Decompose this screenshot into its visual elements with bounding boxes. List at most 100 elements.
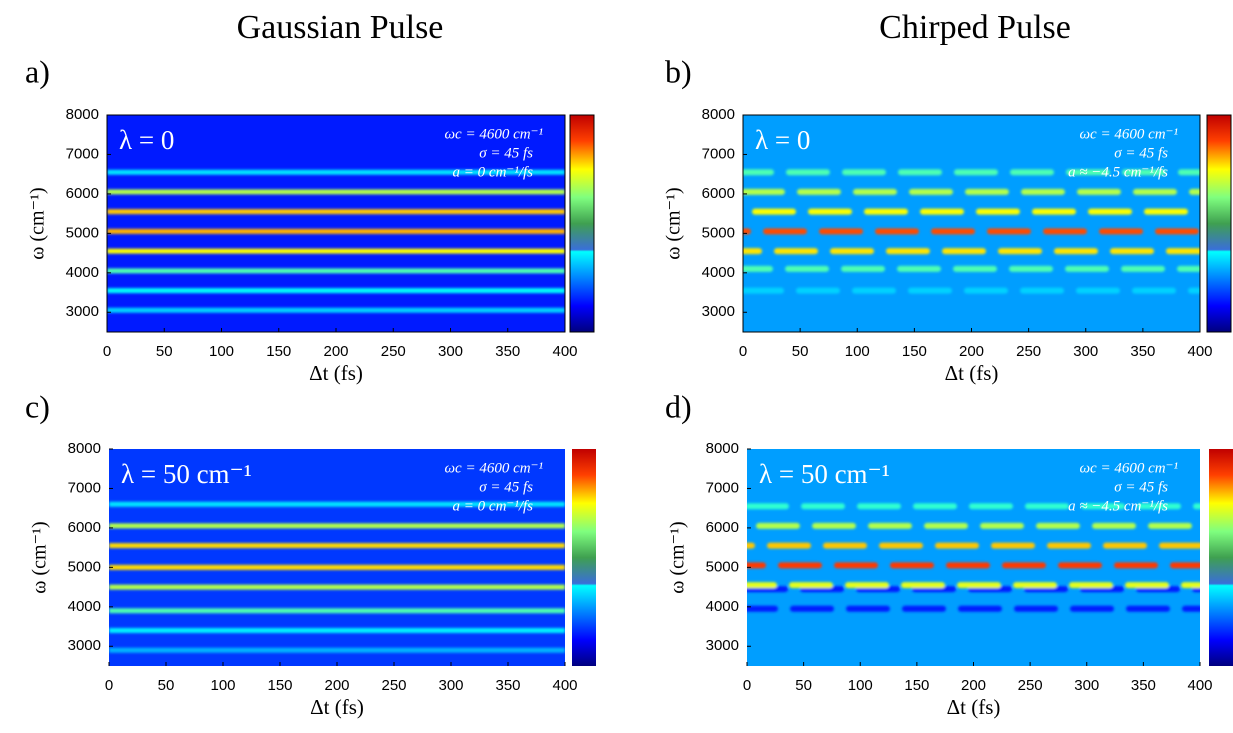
note: ωc = 4600 cm⁻¹ xyxy=(1079,126,1178,142)
colorbar xyxy=(1209,449,1233,666)
y-tick-label: 7000 xyxy=(706,479,739,496)
y-tick-label: 4000 xyxy=(66,264,99,281)
annotation: λ = 0 xyxy=(119,125,174,155)
y-tick-label: 7000 xyxy=(68,479,101,496)
heatmap-background xyxy=(743,115,1200,332)
annotation: λ = 50 cm⁻¹ xyxy=(121,459,252,489)
y-tick-label: 6000 xyxy=(706,519,739,536)
x-tick-label: 400 xyxy=(1187,677,1212,694)
y-tick-label: 5000 xyxy=(702,224,735,241)
note: σ = 45 fs xyxy=(479,145,533,161)
x-tick-label: 200 xyxy=(323,343,348,360)
x-tick-label: 100 xyxy=(845,343,870,360)
column-title: Gaussian Pulse xyxy=(237,9,444,46)
y-axis-label: ω (cm⁻¹) xyxy=(27,187,49,259)
y-tick-label: 7000 xyxy=(702,145,735,162)
y-tick-label: 8000 xyxy=(66,106,99,123)
x-tick-label: 150 xyxy=(902,343,927,360)
y-tick-label: 6000 xyxy=(702,185,735,202)
y-tick-label: 8000 xyxy=(706,440,739,457)
y-tick-label: 6000 xyxy=(66,185,99,202)
note: σ = 45 fs xyxy=(1114,145,1168,161)
x-tick-label: 350 xyxy=(495,343,520,360)
x-tick-label: 400 xyxy=(1187,343,1212,360)
x-tick-label: 0 xyxy=(103,343,111,360)
x-tick-label: 50 xyxy=(792,343,809,360)
x-tick-label: 400 xyxy=(552,343,577,360)
x-tick-label: 150 xyxy=(267,677,292,694)
colorbar xyxy=(572,449,596,666)
y-axis-label: ω (cm⁻¹) xyxy=(663,187,685,259)
y-tick-label: 6000 xyxy=(68,519,101,536)
y-tick-label: 5000 xyxy=(68,558,101,575)
x-tick-label: 250 xyxy=(1018,677,1043,694)
y-tick-label: 4000 xyxy=(706,598,739,615)
x-tick-label: 400 xyxy=(552,677,577,694)
y-axis-label: ω (cm⁻¹) xyxy=(667,521,689,593)
x-axis-label: Δt (fs) xyxy=(947,695,1001,719)
note: σ = 45 fs xyxy=(479,479,533,495)
x-tick-label: 200 xyxy=(324,677,349,694)
x-axis-label: Δt (fs) xyxy=(945,361,999,385)
x-tick-label: 0 xyxy=(105,677,113,694)
panel-label: d) xyxy=(665,388,692,424)
heatmap-background xyxy=(747,449,1200,666)
bands xyxy=(109,501,565,653)
x-tick-label: 300 xyxy=(1073,343,1098,360)
x-tick-label: 100 xyxy=(848,677,873,694)
y-tick-label: 7000 xyxy=(66,145,99,162)
note: a = 0 cm⁻¹/fs xyxy=(453,498,534,514)
x-tick-label: 0 xyxy=(743,677,751,694)
annotation: λ = 0 xyxy=(755,125,810,155)
y-tick-label: 4000 xyxy=(68,598,101,615)
y-tick-label: 4000 xyxy=(702,264,735,281)
note: ωc = 4600 cm⁻¹ xyxy=(1079,460,1178,476)
y-tick-label: 5000 xyxy=(66,224,99,241)
note: σ = 45 fs xyxy=(1114,479,1168,495)
x-tick-label: 300 xyxy=(438,343,463,360)
x-tick-label: 50 xyxy=(158,677,175,694)
x-tick-label: 50 xyxy=(795,677,812,694)
x-tick-label: 150 xyxy=(266,343,291,360)
y-tick-label: 8000 xyxy=(68,440,101,457)
column-title: Chirped Pulse xyxy=(879,9,1071,46)
x-tick-label: 100 xyxy=(210,677,235,694)
y-tick-label: 3000 xyxy=(66,303,99,320)
x-tick-label: 0 xyxy=(739,343,747,360)
y-tick-label: 3000 xyxy=(68,637,101,654)
y-tick-label: 3000 xyxy=(706,637,739,654)
x-tick-label: 250 xyxy=(381,677,406,694)
x-tick-label: 200 xyxy=(961,677,986,694)
x-tick-label: 300 xyxy=(438,677,463,694)
x-tick-label: 300 xyxy=(1074,677,1099,694)
colorbar xyxy=(1206,114,1232,333)
note: a ≈ −4.5 cm⁻¹/fs xyxy=(1068,498,1168,514)
y-tick-label: 8000 xyxy=(702,106,735,123)
x-tick-label: 50 xyxy=(156,343,173,360)
x-axis-label: Δt (fs) xyxy=(309,361,363,385)
annotation: λ = 50 cm⁻¹ xyxy=(759,459,890,489)
note: ωc = 4600 cm⁻¹ xyxy=(444,460,543,476)
note: ωc = 4600 cm⁻¹ xyxy=(444,126,543,142)
panel-label: a) xyxy=(25,53,50,89)
note: a ≈ −4.5 cm⁻¹/fs xyxy=(1068,164,1168,180)
x-tick-label: 350 xyxy=(495,677,520,694)
bands xyxy=(747,503,1200,612)
x-tick-label: 350 xyxy=(1130,343,1155,360)
panel-label: c) xyxy=(25,388,50,424)
heatmap-background xyxy=(107,115,565,332)
panel-label: b) xyxy=(665,53,692,89)
bands xyxy=(107,169,565,313)
y-tick-label: 3000 xyxy=(702,303,735,320)
x-axis-label: Δt (fs) xyxy=(310,695,364,719)
x-tick-label: 200 xyxy=(959,343,984,360)
y-axis-label: ω (cm⁻¹) xyxy=(29,521,51,593)
y-tick-label: 5000 xyxy=(706,558,739,575)
x-tick-label: 350 xyxy=(1131,677,1156,694)
x-tick-label: 250 xyxy=(381,343,406,360)
colorbar xyxy=(569,114,595,333)
note: a = 0 cm⁻¹/fs xyxy=(453,164,534,180)
x-tick-label: 100 xyxy=(209,343,234,360)
x-tick-label: 250 xyxy=(1016,343,1041,360)
